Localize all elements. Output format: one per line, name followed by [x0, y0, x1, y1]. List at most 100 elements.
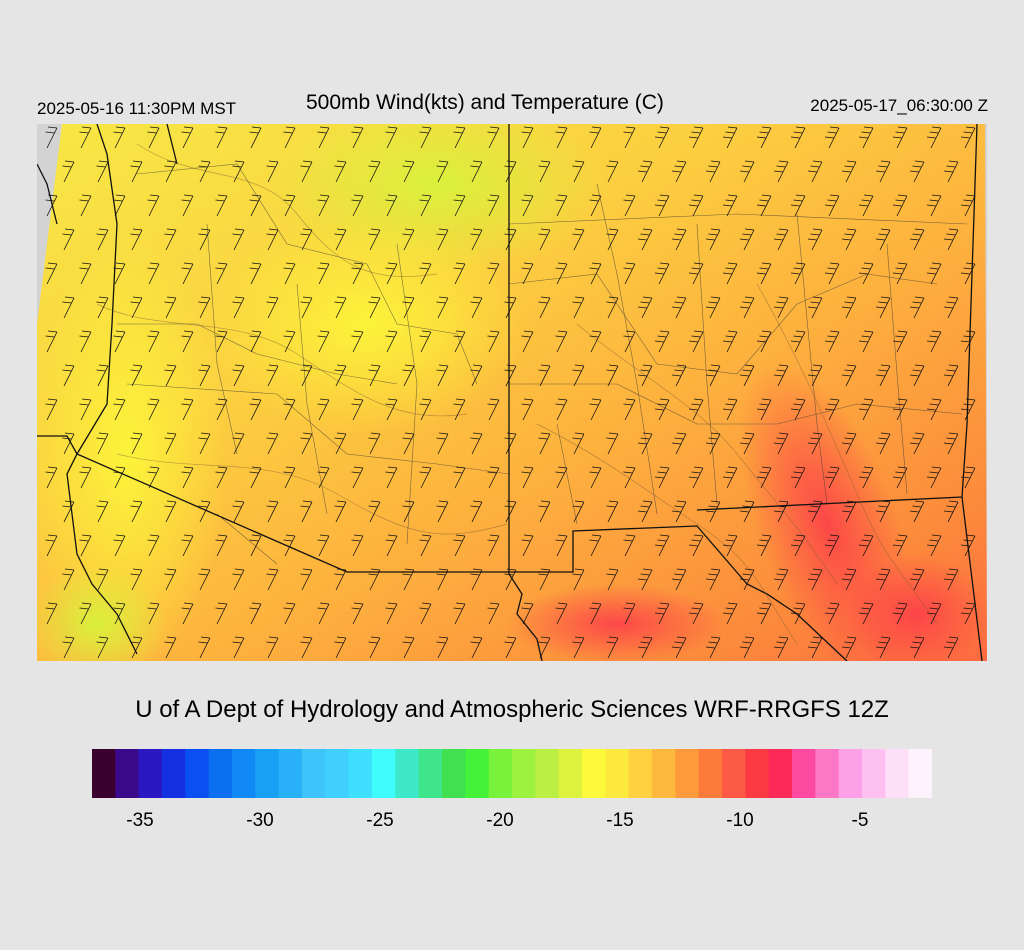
- wind-barb-feather: [948, 568, 959, 571]
- wind-barb-feather: [319, 466, 330, 469]
- wind-barb-feather: [521, 131, 531, 134]
- wind-barb-feather: [387, 126, 398, 129]
- wind-barb-staff: [46, 399, 58, 421]
- wind-barb-feather: [676, 296, 687, 299]
- wind-barb-feather: [217, 126, 228, 129]
- wind-barb-feather: [659, 330, 670, 333]
- colorbar-tick-label: -15: [606, 810, 634, 831]
- wind-barb-feather: [929, 335, 939, 338]
- wind-barb-staff: [539, 365, 551, 387]
- wind-barb-feather: [897, 126, 908, 129]
- wind-barb-feather: [249, 131, 259, 134]
- wind-barb-feather: [965, 534, 976, 537]
- wind-barb-feather: [725, 403, 735, 406]
- wind-barb-staff: [301, 229, 313, 251]
- wind-barb-feather: [909, 306, 920, 309]
- wind-barb-staff: [488, 467, 500, 489]
- wind-barb-feather: [761, 194, 772, 197]
- wind-barb-feather: [892, 204, 903, 207]
- wind-barb-staff: [131, 161, 143, 183]
- wind-barb-feather: [895, 267, 905, 270]
- wind-barb-staff: [284, 603, 296, 625]
- wind-barb-feather: [674, 233, 684, 236]
- wind-barb-feather: [472, 296, 483, 299]
- wind-barb-feather: [334, 573, 344, 576]
- wind-barb-feather: [591, 126, 602, 129]
- wind-barb-feather: [268, 160, 279, 163]
- wind-barb-feather: [47, 330, 58, 333]
- wind-barb-feather: [79, 267, 89, 270]
- wind-barb-feather: [790, 340, 801, 343]
- wind-barb-staff: [267, 161, 279, 183]
- wind-barb-feather: [688, 612, 699, 615]
- wind-barb-feather: [523, 466, 534, 469]
- wind-barb-feather: [540, 364, 551, 367]
- colorbar-swatch: [628, 749, 653, 798]
- wind-barb-feather: [79, 199, 89, 202]
- wind-barb-feather: [455, 534, 466, 537]
- wind-barb-feather: [807, 374, 818, 377]
- wind-barb-feather: [79, 471, 89, 474]
- wind-barb-feather: [183, 466, 194, 469]
- wind-barb-feather: [319, 126, 330, 129]
- wind-barb-feather: [183, 126, 194, 129]
- wind-barb-feather: [198, 301, 208, 304]
- wind-barb-feather: [572, 369, 582, 372]
- wind-barb-feather: [421, 330, 432, 333]
- wind-barb-feather: [232, 505, 242, 508]
- wind-barb-feather: [824, 408, 835, 411]
- wind-barb-feather: [521, 539, 531, 542]
- wind-barb-staff: [165, 433, 177, 455]
- wind-barb-staff: [369, 161, 381, 183]
- wind-barb-staff: [114, 195, 126, 217]
- wind-barb-feather: [300, 641, 310, 644]
- wind-barb-feather: [538, 165, 548, 168]
- wind-barb-feather: [385, 131, 395, 134]
- wind-barb-feather: [113, 131, 123, 134]
- wind-barb-staff: [182, 603, 194, 625]
- wind-barb-feather: [943, 374, 954, 377]
- wind-barb-feather: [47, 398, 58, 401]
- wind-barb-feather: [778, 636, 789, 639]
- wind-barb-feather: [790, 612, 801, 615]
- wind-barb-feather: [778, 568, 789, 571]
- wind-barb-feather: [283, 607, 293, 610]
- wind-barb-feather: [929, 403, 939, 406]
- wind-barb-feather: [739, 442, 750, 445]
- wind-barb-feather: [166, 568, 177, 571]
- colorbar-swatch: [465, 749, 490, 798]
- wind-barb-feather: [676, 636, 687, 639]
- colorbar-tick-label: -5: [851, 810, 869, 831]
- wind-barb-staff: [488, 263, 500, 285]
- wind-barb-feather: [657, 199, 667, 202]
- wind-barb-feather: [506, 636, 517, 639]
- wind-barb-staff: [284, 195, 296, 217]
- wind-barb-staff: [624, 127, 636, 149]
- wind-barb-feather: [215, 131, 225, 134]
- wind-barb-feather: [504, 573, 514, 576]
- wind-barb-feather: [642, 228, 653, 231]
- wind-barb-feather: [914, 500, 925, 503]
- wind-barb-feather: [858, 612, 869, 615]
- wind-barb-staff: [437, 433, 449, 455]
- colorbar-swatch: [138, 749, 163, 798]
- wind-barb-feather: [130, 505, 140, 508]
- local-time-label: 2025-05-16 11:30PM MST: [37, 99, 237, 118]
- wind-barb-feather: [368, 369, 378, 372]
- wind-barb-feather: [489, 194, 500, 197]
- wind-barb-feather: [98, 296, 109, 299]
- wind-barb-staff: [573, 569, 585, 591]
- wind-barb-staff: [386, 603, 398, 625]
- wind-barb-staff: [369, 433, 381, 455]
- wind-barb-staff: [46, 195, 58, 217]
- wind-barb-feather: [557, 262, 568, 265]
- wind-barb-feather: [691, 471, 701, 474]
- wind-barb-feather: [863, 602, 874, 605]
- wind-barb-feather: [880, 160, 891, 163]
- wind-barb-feather: [824, 612, 835, 615]
- wind-barb-feather: [897, 398, 908, 401]
- wind-barb-feather: [268, 296, 279, 299]
- wind-barb-feather: [164, 301, 174, 304]
- wind-barb-feather: [504, 165, 514, 168]
- wind-barb-feather: [402, 301, 412, 304]
